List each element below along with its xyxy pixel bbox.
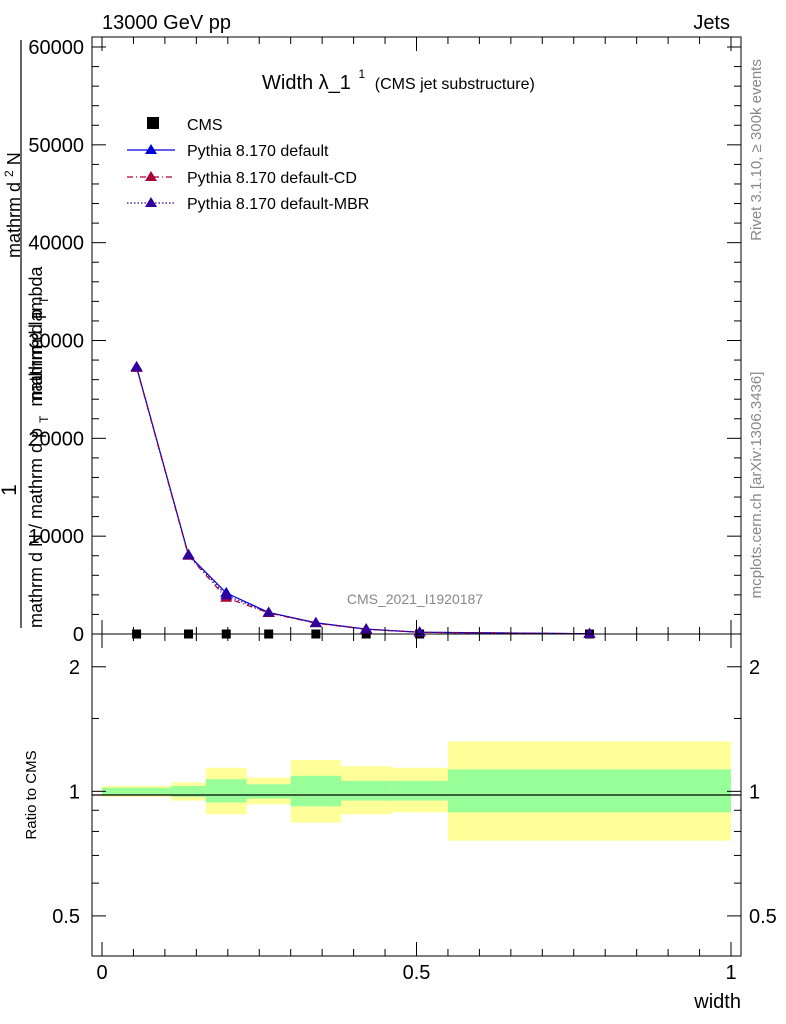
y-label-overlay-numerator-right: N [4, 152, 24, 165]
ratio-y-axis-label: Ratio to CMS [23, 750, 40, 839]
x-tick-label: 1 [725, 962, 736, 984]
legend-label-default: Pythia 8.170 default [187, 143, 329, 160]
x-tick-label: 0 [96, 962, 107, 984]
legend: CMS Pythia 8.170 default Pythia 8.170 de… [127, 117, 369, 213]
series-point-pythia-8-170-default-mbr [262, 606, 275, 617]
ratio-stat-uncertainty-band [341, 780, 392, 801]
ratio-y-tick-label-left: 2 [69, 657, 80, 679]
main-series-group [130, 360, 596, 639]
ratio-stat-uncertainty-band [171, 786, 206, 797]
y-label-numerator: 1 [0, 484, 21, 496]
series-point-pythia-8-170-default-mbr [220, 589, 233, 600]
x-tick-label: 0.5 [403, 962, 431, 984]
series-point-pythia-8-170-default-mbr [130, 361, 143, 372]
x-axis-label: width [693, 991, 741, 1013]
y-tick-label: 20000 [28, 428, 84, 450]
header-right-label: Jets [693, 12, 730, 34]
ratio-bands [102, 741, 731, 841]
ratio-stat-uncertainty-band [205, 779, 247, 803]
ratio-y-tick-label-right: 1 [749, 781, 760, 803]
ratio-y-tick-label-left: 1 [69, 781, 80, 803]
legend-marker-cd [145, 171, 157, 181]
series-line-pythia-8-170-default-mbr [136, 367, 590, 635]
series-line-pythia-8-170-default-cd [136, 367, 590, 635]
ratio-stat-uncertainty-band [290, 775, 342, 807]
series-point-pythia-8-170-default-mbr [583, 627, 596, 638]
plot-title-superscript: 1 [359, 67, 366, 81]
rivet-version-label: Rivet 3.1.10, ≥ 300k events [748, 59, 765, 241]
y-label-overlay-denominator: mathrm d p T [26, 296, 51, 400]
y-tick-label: 10000 [28, 526, 84, 548]
ratio-stat-uncertainty-band [102, 787, 172, 795]
y-tick-label: 60000 [28, 37, 84, 59]
legend-label-mbr: Pythia 8.170 default-MBR [187, 196, 369, 213]
legend-marker-cms [147, 117, 159, 129]
ratio-stat-uncertainty-band [391, 780, 448, 801]
series-point-pythia-8-170-default-mbr [182, 549, 195, 560]
ratio-stat-uncertainty-band [447, 769, 731, 813]
y-label-denominator-right: mathrm d lambda [26, 266, 46, 407]
ratio-y-tick-label-left: 0.5 [52, 906, 80, 928]
series-point-pythia-8-170-default-mbr [309, 617, 322, 628]
y-tick-label: 40000 [28, 233, 84, 255]
y-tick-label: 0 [73, 624, 84, 646]
header-left-label: 13000 GeV pp [102, 12, 231, 34]
y-label-overlay-numerator: mathrm d 2 N [0, 152, 24, 258]
y-label-overlay-denominator-main: mathrm d p [26, 309, 46, 400]
analysis-watermark: CMS_2021_I1920187 [347, 591, 483, 607]
legend-marker-mbr [145, 197, 157, 207]
y-label-denominator: mathrm d N / mathrm d p T mathrm d lambd… [26, 266, 52, 628]
y-tick-label: 30000 [28, 331, 84, 353]
y-tick-label: 50000 [28, 135, 84, 157]
y-label-overlay-denominator-sub: T [37, 296, 51, 304]
y-label-overlay-numerator-sup: 2 [2, 170, 16, 177]
svg-text:Width λ_1 1 (CMS j: Width λ_1 1 (CMS jet substructure) [262, 61, 535, 94]
ratio-stat-uncertainty-band [246, 784, 291, 799]
plot-title-main: Width λ_1 [262, 72, 351, 94]
ratio-y-tick-label-right: 0.5 [749, 906, 777, 928]
y-label-overlay-numerator-main: mathrm d [4, 182, 24, 258]
ratio-axes: 0.5 0.5 1 1 2 2 0 0.5 1 [52, 634, 777, 984]
mcplots-label: mcplots.cern.ch [arXiv:1306.3436] [748, 372, 765, 599]
y-label-denominator-sub: T [37, 415, 51, 423]
series-point-pythia-8-170-default-mbr [360, 623, 373, 634]
plot-title: Width λ_1 1 (CMS jet substructure) [262, 61, 535, 94]
main-axes: 0 10000 20000 30000 40000 50000 60000 [28, 37, 741, 646]
legend-marker-default [145, 144, 157, 154]
ratio-y-tick-label-right: 2 [749, 657, 760, 679]
legend-label-cd: Pythia 8.170 default-CD [187, 170, 357, 187]
plot-title-note: (CMS jet substructure) [375, 76, 535, 93]
legend-label-cms: CMS [187, 117, 223, 134]
y-label-denominator-main: mathrm d N / mathrm d p [26, 428, 46, 628]
main-y-axis-label: 1 mathrm d N / mathrm d p T mathrm d lam… [0, 40, 52, 628]
